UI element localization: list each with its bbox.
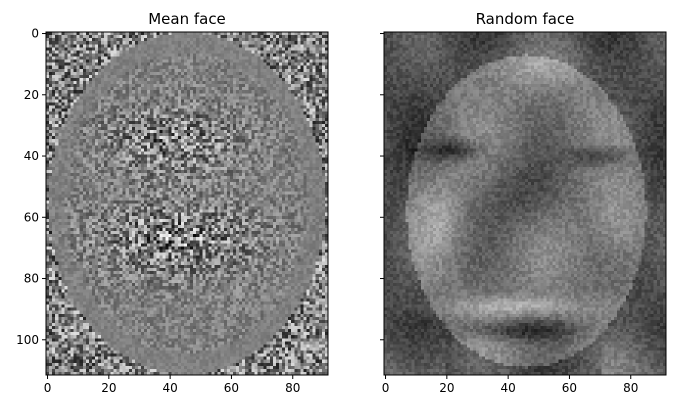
- x-tick-label: 0: [382, 381, 390, 395]
- mean-face-panel: Mean face 0 20 40 60 80 0 20 40 60 80 100: [16, 10, 329, 395]
- random-face-image: [384, 32, 666, 375]
- x-tick-label: 60: [562, 381, 577, 395]
- random-face-title: Random face: [476, 10, 575, 28]
- mean-face-axes-frame: [45, 31, 329, 376]
- x-tick-label: 80: [285, 381, 300, 395]
- y-tick-label: 60: [24, 210, 39, 224]
- y-tick-label: 100: [16, 333, 39, 347]
- random-face-panel: Random face 0 20 40 60 80: [380, 10, 667, 395]
- x-tick-label: 40: [501, 381, 516, 395]
- random-face-axes-frame: [383, 31, 667, 376]
- x-tick-label: 40: [163, 381, 178, 395]
- x-tick-label: 60: [224, 381, 239, 395]
- x-tick-label: 20: [101, 381, 116, 395]
- random-face-y-ticks: [380, 33, 384, 341]
- random-face-x-ticks: 0 20 40 60 80: [382, 375, 638, 395]
- y-tick-label: 80: [24, 272, 39, 286]
- x-tick-label: 80: [623, 381, 638, 395]
- mean-face-image: [46, 32, 328, 375]
- x-tick-label: 20: [439, 381, 454, 395]
- y-tick-label: 40: [24, 149, 39, 163]
- mean-face-y-ticks: 0 20 40 60 80 100: [16, 27, 46, 347]
- mean-face-x-ticks: 0 20 40 60 80: [44, 375, 300, 395]
- y-tick-label: 20: [24, 88, 39, 102]
- x-tick-label: 0: [44, 381, 52, 395]
- mean-face-title: Mean face: [148, 10, 226, 28]
- y-tick-label: 0: [31, 27, 39, 41]
